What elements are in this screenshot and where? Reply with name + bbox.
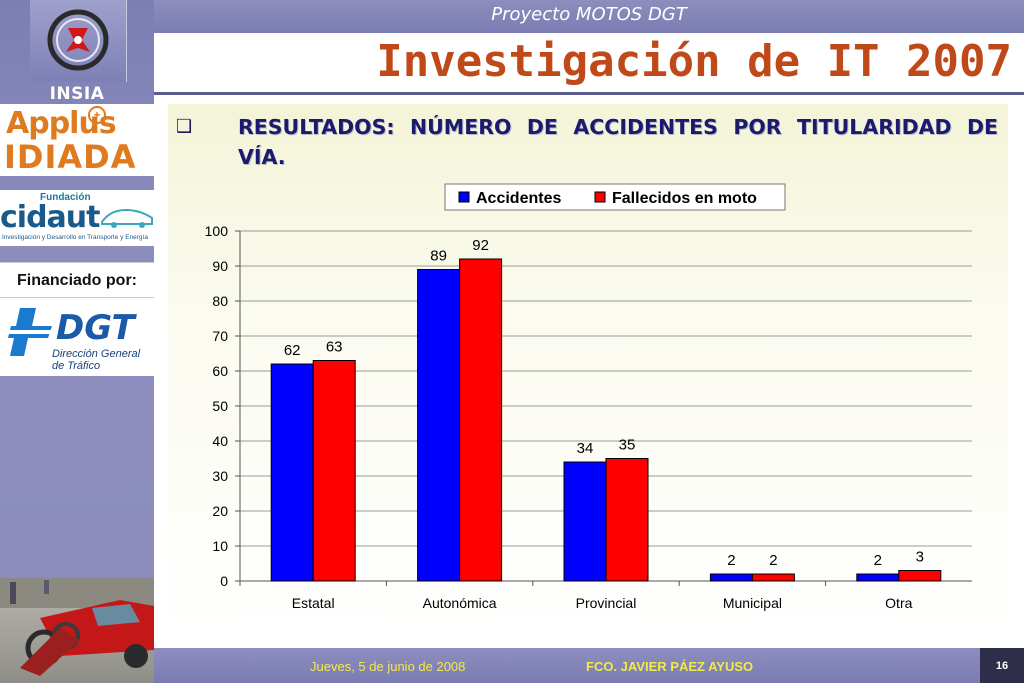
project-title: Proyecto MOTOS DGT (491, 4, 687, 25)
y-tick-label: 60 (212, 363, 228, 379)
data-label: 34 (577, 440, 594, 457)
dgt-subtitle-line1: Dirección General (52, 348, 141, 360)
data-label: 3 (916, 549, 924, 566)
bar-fallecidos (312, 360, 356, 582)
dgt-logo: DGT Dirección General de Tráfico (0, 298, 154, 376)
dgt-subtitle: Dirección General de Tráfico (52, 348, 140, 372)
y-tick-label: 90 (212, 258, 228, 274)
chart-legend: Accidentes Fallecidos en moto (444, 183, 786, 211)
page-title: Investigación de IT 2007 (376, 36, 1012, 87)
financed-panel: Financiado por: (0, 262, 154, 298)
crashed-motorcycle-photo-icon (0, 578, 154, 676)
data-label: 62 (284, 342, 301, 359)
data-label: 92 (472, 237, 489, 254)
data-label: 35 (619, 437, 636, 454)
chart-bars (270, 258, 942, 582)
bar-accidentes (856, 573, 900, 582)
x-tick-label: Otra (885, 595, 912, 611)
financed-label: Financiado por: (17, 272, 137, 289)
bar-fallecidos (605, 458, 649, 582)
footer-bar: Jueves, 5 de junio de 2008 FCO. JAVIER P… (154, 648, 1024, 683)
y-tick-label: 10 (212, 538, 228, 554)
bar-fallecidos (459, 258, 503, 582)
data-label: 89 (430, 248, 447, 265)
car-outline-icon (101, 208, 153, 228)
applus-plus-icon: + (88, 106, 106, 124)
y-tick-label: 20 (212, 503, 228, 519)
legend-box (444, 183, 786, 211)
cidaut-logo: Fundación cidaut Investigación y Desarro… (0, 190, 154, 246)
x-tick-label: Autonómica (423, 595, 497, 611)
dgt-emblem-icon (8, 308, 54, 356)
section-heading: RESULTADOS: NÚMERO DE ACCIDENTES POR TIT… (238, 115, 998, 169)
checkbox-bullet-icon: ❑ (176, 116, 193, 137)
x-tick-label: Municipal (723, 595, 782, 611)
y-tick-label: 0 (220, 573, 228, 589)
page-number: 16 (980, 648, 1024, 683)
bar-accidentes (709, 573, 753, 582)
dgt-text: DGT (56, 308, 135, 348)
data-label: 2 (769, 552, 777, 569)
y-tick-label: 70 (212, 328, 228, 344)
dgt-subtitle-line2: de Tráfico (52, 360, 101, 372)
y-tick-label: 40 (212, 433, 228, 449)
chart-labels: 0 10 20 30 40 50 60 70 80 90 100 62 63 Estatal 89 92 Aut… (205, 223, 924, 611)
footer-date: Jueves, 5 de junio de 2008 (310, 659, 466, 674)
data-label: 2 (874, 552, 882, 569)
bar-fallecidos (898, 570, 942, 582)
data-label: 63 (326, 339, 343, 356)
y-tick-label: 30 (212, 468, 228, 484)
sidebar: INSIA Applus + IDIADA Fundación cidaut I… (0, 0, 154, 683)
bar-fallecidos (751, 573, 795, 582)
cidaut-subtitle: Investigación y Desarrollo en Transporte… (2, 234, 148, 241)
insia-emblem-icon (47, 9, 109, 71)
cidaut-top-text: Fundación (40, 192, 91, 203)
y-tick-label: 50 (212, 398, 228, 414)
x-tick-label: Estatal (292, 595, 335, 611)
idiada-text: IDIADA (4, 138, 137, 176)
legend-swatch (458, 191, 470, 203)
cidaut-main-text: cidaut (0, 200, 100, 235)
x-tick-label: Provincial (576, 595, 637, 611)
legend-label: Fallecidos en moto (612, 190, 757, 207)
y-tick-label: 80 (212, 293, 228, 309)
title-divider (154, 92, 1024, 95)
insia-label: INSIA (49, 84, 105, 104)
top-banner: Proyecto MOTOS DGT (154, 0, 1024, 33)
legend-swatch (594, 191, 606, 203)
y-tick-label: 100 (205, 223, 229, 239)
accident-photo (0, 578, 154, 683)
applus-idiada-logo: Applus + IDIADA (0, 104, 154, 176)
legend-label: Accidentes (476, 190, 561, 207)
data-label: 2 (727, 552, 735, 569)
bar-accidentes (270, 363, 314, 582)
insia-logo (30, 0, 127, 82)
bar-accidentes (417, 269, 461, 582)
footer-author: FCO. JAVIER PÁEZ AYUSO (586, 659, 754, 674)
bar-accidentes (563, 461, 607, 582)
